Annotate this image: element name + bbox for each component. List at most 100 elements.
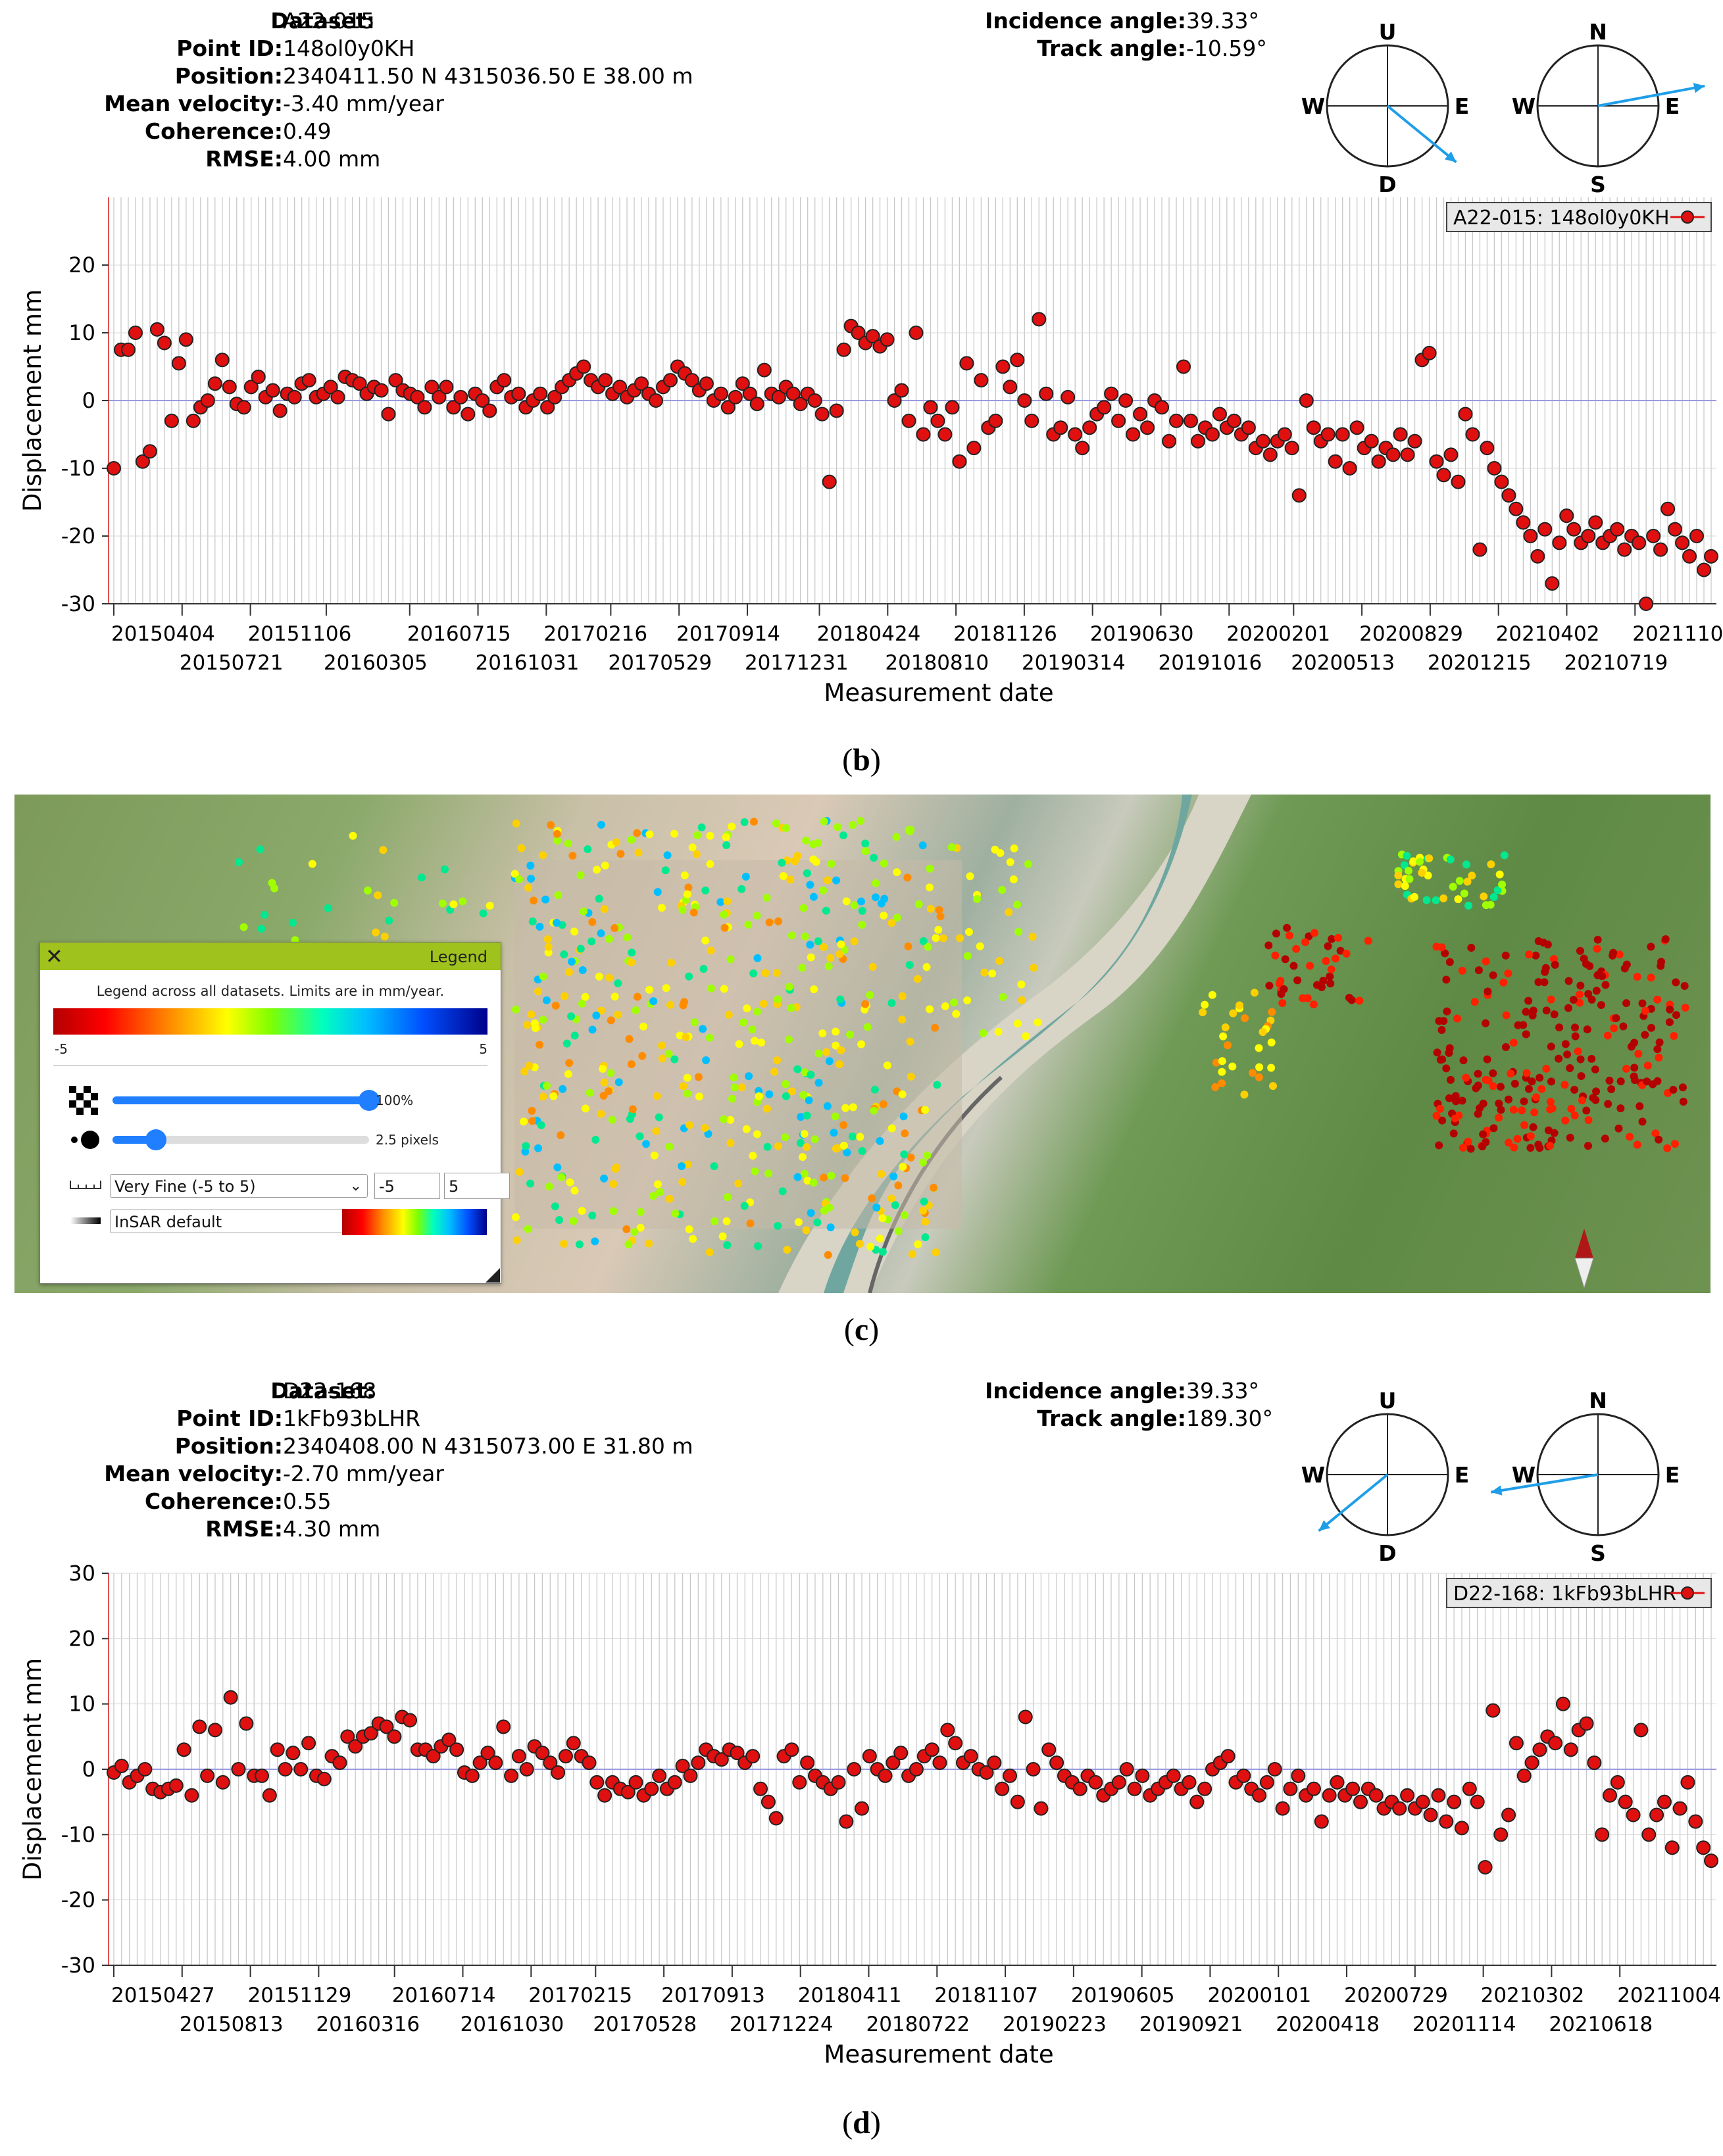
data-point[interactable] xyxy=(1127,1781,1142,1796)
data-point[interactable] xyxy=(1342,461,1357,476)
data-point[interactable] xyxy=(1632,535,1647,551)
data-point[interactable] xyxy=(497,373,512,388)
data-point[interactable] xyxy=(1661,501,1676,516)
data-point[interactable] xyxy=(1335,427,1350,442)
data-point[interactable] xyxy=(1205,427,1220,442)
data-point[interactable] xyxy=(1010,353,1025,368)
data-point[interactable] xyxy=(1104,386,1119,401)
data-point[interactable] xyxy=(1212,406,1227,422)
data-point[interactable] xyxy=(1306,420,1321,435)
data-point[interactable] xyxy=(480,1746,495,1761)
data-point[interactable] xyxy=(348,1739,363,1754)
data-point[interactable] xyxy=(262,1788,277,1803)
data-point[interactable] xyxy=(1537,522,1553,537)
data-point[interactable] xyxy=(222,380,237,395)
data-point[interactable] xyxy=(446,400,461,415)
data-point[interactable] xyxy=(551,1765,566,1780)
data-point[interactable] xyxy=(1118,393,1134,408)
data-point[interactable] xyxy=(909,1762,924,1776)
resize-handle-icon[interactable] xyxy=(486,1268,500,1283)
data-point[interactable] xyxy=(753,1781,768,1796)
data-point[interactable] xyxy=(1220,1749,1236,1764)
data-point[interactable] xyxy=(301,1736,316,1751)
data-point[interactable] xyxy=(1053,420,1068,435)
data-point[interactable] xyxy=(940,1723,955,1738)
data-point[interactable] xyxy=(814,406,830,422)
data-point[interactable] xyxy=(1487,461,1502,476)
data-point[interactable] xyxy=(426,1749,441,1764)
data-point[interactable] xyxy=(620,1784,636,1800)
data-point[interactable] xyxy=(1509,501,1524,516)
data-point[interactable] xyxy=(1393,427,1408,442)
data-point[interactable] xyxy=(1135,1768,1150,1783)
data-point[interactable] xyxy=(974,373,989,388)
data-point[interactable] xyxy=(1155,400,1170,415)
data-point[interactable] xyxy=(184,1788,199,1803)
data-point[interactable] xyxy=(417,400,432,415)
data-point[interactable] xyxy=(1407,433,1422,449)
data-point[interactable] xyxy=(742,386,757,401)
data-point[interactable] xyxy=(1068,427,1083,442)
data-point[interactable] xyxy=(449,1742,464,1757)
data-point[interactable] xyxy=(589,1775,605,1790)
data-point[interactable] xyxy=(1689,529,1705,543)
data-point[interactable] xyxy=(1634,1723,1649,1738)
data-point[interactable] xyxy=(730,1746,745,1761)
data-point[interactable] xyxy=(1364,433,1379,449)
data-point[interactable] xyxy=(374,383,389,398)
data-point[interactable] xyxy=(164,413,179,428)
data-point[interactable] xyxy=(475,393,490,408)
data-point[interactable] xyxy=(948,1736,963,1751)
data-point[interactable] xyxy=(441,1732,457,1748)
range-min-input[interactable]: -5 xyxy=(374,1173,440,1199)
data-point[interactable] xyxy=(963,1749,978,1764)
data-point[interactable] xyxy=(1587,1755,1602,1771)
data-point[interactable] xyxy=(533,386,548,401)
data-point[interactable] xyxy=(1478,1860,1493,1874)
data-point[interactable] xyxy=(1423,1807,1438,1823)
data-point[interactable] xyxy=(807,393,822,408)
data-point[interactable] xyxy=(979,1765,994,1780)
data-point[interactable] xyxy=(1548,1736,1563,1751)
data-point[interactable] xyxy=(1075,441,1090,456)
point-size-slider-knob[interactable] xyxy=(145,1129,167,1150)
data-point[interactable] xyxy=(1291,1768,1306,1783)
data-point[interactable] xyxy=(1697,562,1712,577)
data-point[interactable] xyxy=(1176,359,1191,374)
data-point[interactable] xyxy=(1680,1775,1695,1790)
data-point[interactable] xyxy=(1493,1827,1509,1842)
data-point[interactable] xyxy=(1545,576,1560,591)
data-point[interactable] xyxy=(519,1762,534,1776)
data-point[interactable] xyxy=(1003,1768,1018,1783)
data-point[interactable] xyxy=(424,380,439,395)
data-point[interactable] xyxy=(1639,597,1654,611)
data-point[interactable] xyxy=(1049,1755,1064,1771)
data-point[interactable] xyxy=(1646,529,1661,543)
data-point[interactable] xyxy=(1400,447,1415,462)
data-point[interactable] xyxy=(1436,468,1451,483)
data-point[interactable] xyxy=(1657,1794,1672,1809)
data-point[interactable] xyxy=(862,1749,877,1764)
data-point[interactable] xyxy=(886,1755,901,1771)
data-point[interactable] xyxy=(959,356,974,371)
data-point[interactable] xyxy=(1039,386,1054,401)
data-point[interactable] xyxy=(1626,1807,1641,1823)
data-point[interactable] xyxy=(675,1759,690,1774)
data-point[interactable] xyxy=(243,380,259,395)
data-point[interactable] xyxy=(1330,1775,1345,1790)
data-point[interactable] xyxy=(200,393,215,408)
data-point[interactable] xyxy=(768,1811,784,1826)
data-point[interactable] xyxy=(1682,549,1697,564)
data-point[interactable] xyxy=(192,1719,207,1734)
data-point[interactable] xyxy=(1017,393,1032,408)
data-point[interactable] xyxy=(648,393,663,408)
data-point[interactable] xyxy=(1641,1827,1657,1842)
data-point[interactable] xyxy=(1696,1840,1711,1855)
data-point[interactable] xyxy=(1494,474,1509,489)
data-point[interactable] xyxy=(1386,447,1401,462)
data-point[interactable] xyxy=(1353,1794,1368,1809)
data-point[interactable] xyxy=(1255,433,1270,449)
data-point[interactable] xyxy=(535,1746,550,1761)
data-point[interactable] xyxy=(171,356,186,371)
data-point[interactable] xyxy=(200,1768,215,1783)
